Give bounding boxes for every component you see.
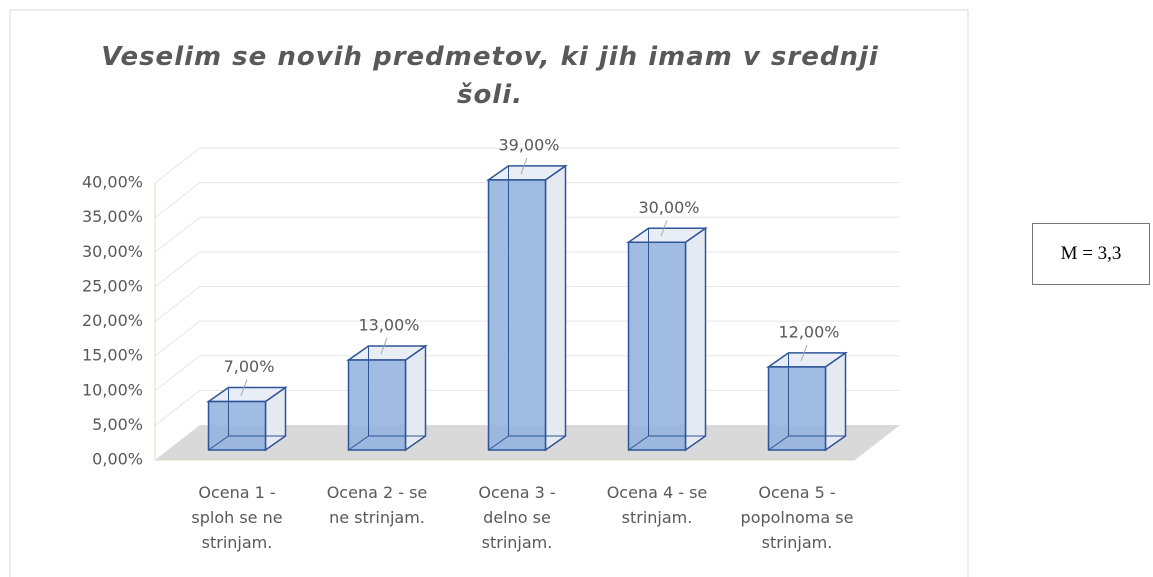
bar-edge [488, 435, 509, 451]
y-tick-label: 25,00% [82, 276, 143, 295]
x-tick-label: Ocena 4 - se strinjam. [606, 483, 708, 527]
x-tick-label: Ocena 5 - popolnoma se strinjam. [740, 483, 854, 552]
annotation: M = 3,3 [1032, 223, 1150, 285]
leader-line [660, 220, 668, 237]
data-label: 7,00% [224, 357, 275, 376]
bar-edge [208, 435, 229, 451]
bar-side [404, 344, 427, 452]
data-label: 12,00% [778, 322, 839, 341]
bar [347, 359, 407, 451]
bar [627, 241, 687, 451]
y-tick-label: 10,00% [82, 380, 143, 399]
y-tick-label: 40,00% [82, 173, 143, 192]
leader-line [240, 379, 248, 396]
x-tick-label: Ocena 2 - se ne strinjam. [326, 483, 428, 527]
bar-edge [768, 435, 789, 451]
y-tick-label: 15,00% [82, 346, 143, 365]
data-label: 30,00% [638, 198, 699, 217]
leader-line [380, 337, 388, 355]
bar-edge [348, 435, 369, 451]
data-label: 39,00% [498, 135, 559, 154]
leader-line [520, 157, 528, 175]
bar-side [824, 351, 847, 452]
y-tick-label: 35,00% [82, 207, 143, 226]
grid-line [154, 147, 900, 184]
chart-title: Veselim se novih predmetov, ki jih imam … [101, 42, 879, 110]
y-tick-label: 0,00% [92, 450, 143, 469]
grid-line [154, 182, 900, 219]
y-tick-label: 5,00% [92, 415, 143, 434]
x-tick-label: Ocena 1 - sploh se ne strinjam. [191, 483, 283, 552]
bar [767, 366, 827, 451]
bar [207, 400, 267, 451]
bar [487, 179, 547, 451]
bar-edge [628, 435, 649, 451]
grid-line [154, 216, 900, 253]
y-tick-label: 30,00% [82, 242, 143, 261]
leader-line [800, 344, 808, 362]
data-label: 13,00% [358, 315, 419, 334]
chart-frame [9, 9, 969, 577]
bar-side [684, 226, 707, 452]
x-tick-label: Ocena 3 - delno se strinjam. [478, 483, 556, 552]
bar-side [544, 164, 567, 452]
y-tick-label: 20,00% [82, 311, 143, 330]
